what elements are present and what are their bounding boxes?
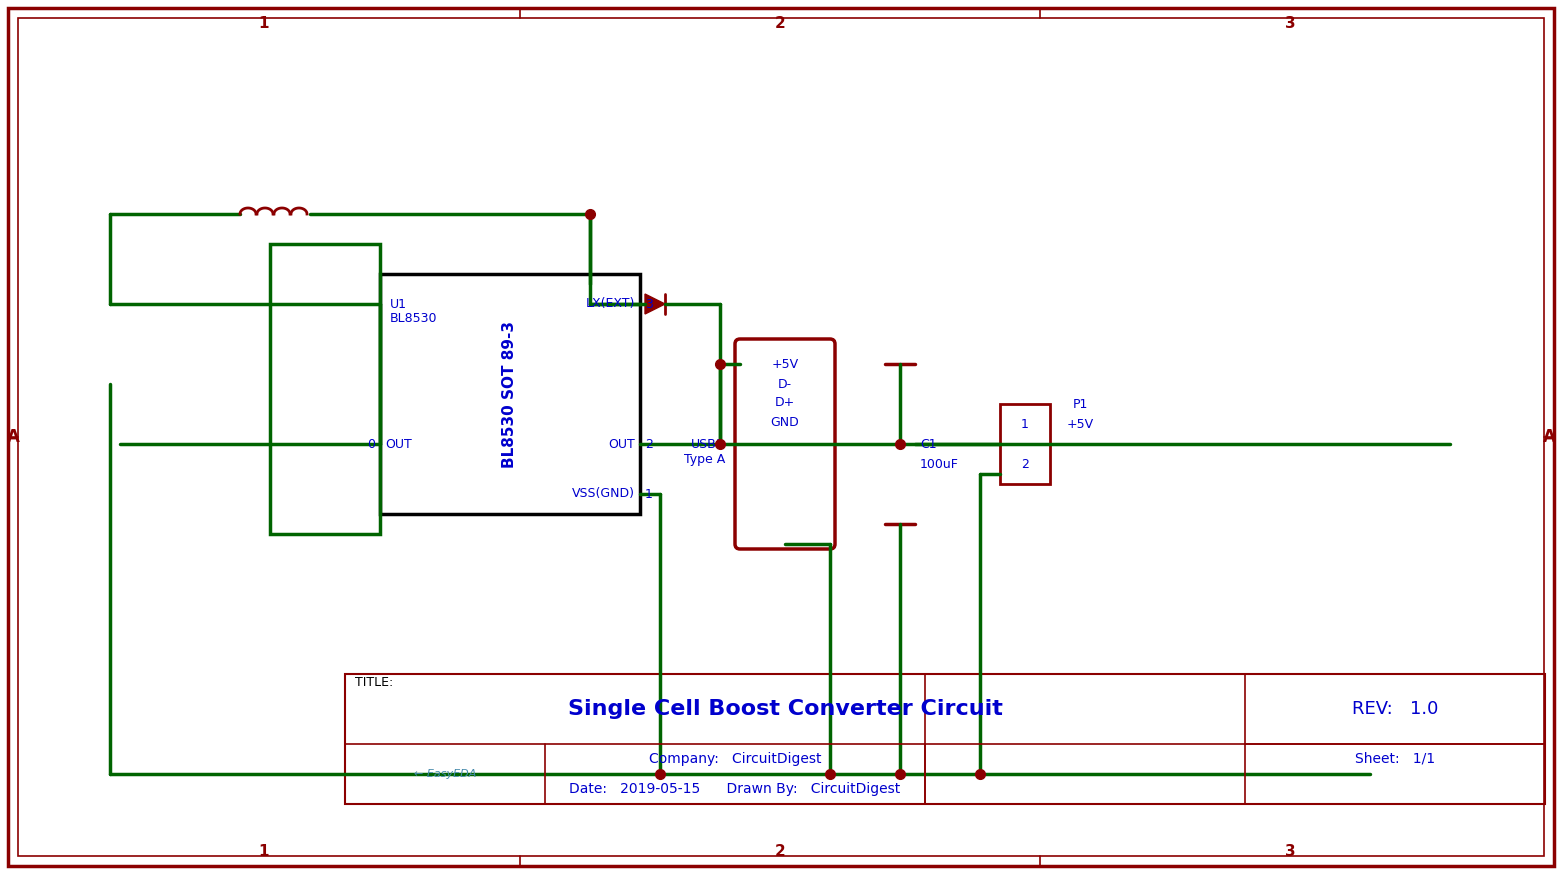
Text: +5V: +5V <box>772 357 798 371</box>
Text: GND: GND <box>770 415 800 428</box>
Text: A: A <box>6 428 19 446</box>
Text: BL8530 SOT 89-3: BL8530 SOT 89-3 <box>503 321 517 468</box>
Text: Sheet:   1/1: Sheet: 1/1 <box>1354 752 1435 766</box>
Text: TITLE:: TITLE: <box>355 676 394 689</box>
Polygon shape <box>645 294 665 314</box>
Text: 100uF: 100uF <box>920 457 959 470</box>
Text: ← EasyEDA: ← EasyEDA <box>414 769 476 779</box>
Text: 3: 3 <box>645 297 653 310</box>
FancyBboxPatch shape <box>736 339 836 549</box>
Text: U1: U1 <box>390 297 408 310</box>
Text: P1: P1 <box>1072 398 1087 411</box>
Text: 1: 1 <box>1022 418 1029 431</box>
Text: 2: 2 <box>645 438 653 450</box>
Text: C1: C1 <box>920 438 937 450</box>
Text: VSS(GND): VSS(GND) <box>572 488 636 501</box>
Bar <box>1000 404 1050 484</box>
Text: 2: 2 <box>1022 457 1029 470</box>
Bar <box>380 274 640 514</box>
Text: A: A <box>1543 428 1556 446</box>
Text: 1: 1 <box>645 488 653 501</box>
Bar <box>345 674 1545 804</box>
Text: OUT: OUT <box>608 438 636 450</box>
Text: 3: 3 <box>1284 843 1295 858</box>
Text: 3: 3 <box>1284 16 1295 31</box>
Bar <box>270 244 380 534</box>
Text: Company:   CircuitDigest: Company: CircuitDigest <box>648 752 822 766</box>
Text: D-: D- <box>778 378 792 391</box>
Text: REV:   1.0: REV: 1.0 <box>1351 700 1439 718</box>
Text: +5V: +5V <box>1067 418 1093 431</box>
Text: Type A: Type A <box>684 453 725 466</box>
Text: LX(EXT): LX(EXT) <box>586 297 636 310</box>
Text: Date:   2019-05-15      Drawn By:   CircuitDigest: Date: 2019-05-15 Drawn By: CircuitDigest <box>570 782 901 796</box>
Text: 1: 1 <box>259 843 269 858</box>
Text: 0: 0 <box>367 438 375 450</box>
Text: USB1: USB1 <box>692 438 725 450</box>
Text: BL8530: BL8530 <box>390 313 437 325</box>
Text: D+: D+ <box>775 396 795 408</box>
Text: Single Cell Boost Converter Circuit: Single Cell Boost Converter Circuit <box>567 699 1003 719</box>
Text: 2: 2 <box>775 16 786 31</box>
Text: 1: 1 <box>259 16 269 31</box>
Text: OUT: OUT <box>384 438 412 450</box>
Text: 2: 2 <box>775 843 786 858</box>
